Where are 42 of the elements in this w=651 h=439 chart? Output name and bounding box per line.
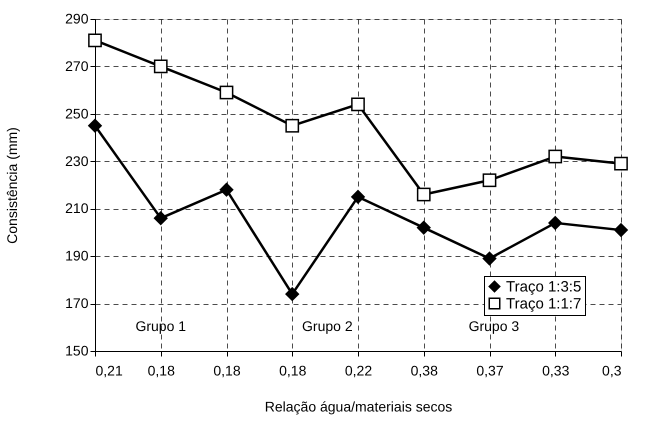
point	[285, 118, 300, 133]
y-tick-label: 170	[65, 295, 89, 312]
point	[416, 188, 431, 202]
x-tick-label: 0,37	[476, 362, 504, 378]
point	[614, 156, 628, 171]
annotation: Grupo 3	[468, 318, 520, 334]
point	[88, 118, 102, 133]
legend-label: Traço 1:3:5	[506, 278, 582, 296]
point	[88, 33, 102, 48]
y-axis-title: Consistência (mm)	[4, 127, 20, 244]
x-tick-label: 0,18	[213, 362, 241, 378]
point	[351, 190, 365, 204]
point	[548, 150, 562, 164]
y-tick-label: 150	[65, 342, 89, 358]
legend-label: Traço 1:1:7	[506, 296, 582, 312]
point	[416, 220, 431, 235]
x-tick-label: 0,38	[410, 362, 438, 378]
x-tick-label: 0,22	[344, 362, 372, 378]
point	[154, 211, 168, 226]
x-tick-label: 0,33	[542, 362, 570, 378]
point	[154, 60, 168, 74]
y-tick-label: 190	[65, 248, 89, 264]
y-tick-label: 250	[65, 105, 89, 122]
point	[614, 223, 628, 237]
x-tick-label: 0,3	[602, 362, 622, 378]
x-tick-label: 0,21	[96, 362, 123, 378]
y-tick-label: 270	[65, 58, 89, 74]
point	[482, 173, 496, 188]
x-tick-label: 0,18	[279, 362, 307, 378]
point	[220, 182, 234, 197]
x-axis-title: Relação água/materiais secos	[264, 398, 452, 414]
annotation: Grupo 1	[135, 318, 186, 334]
point	[351, 97, 365, 112]
point	[220, 86, 234, 100]
y-tick-label: 210	[65, 200, 89, 216]
annotation: Grupo 2	[302, 318, 353, 334]
x-tick-label: 0,18	[148, 362, 176, 378]
point	[482, 252, 496, 266]
point	[285, 287, 300, 301]
y-tick-label: 290	[65, 10, 89, 26]
y-tick-label: 230	[65, 152, 89, 169]
point	[548, 216, 562, 230]
